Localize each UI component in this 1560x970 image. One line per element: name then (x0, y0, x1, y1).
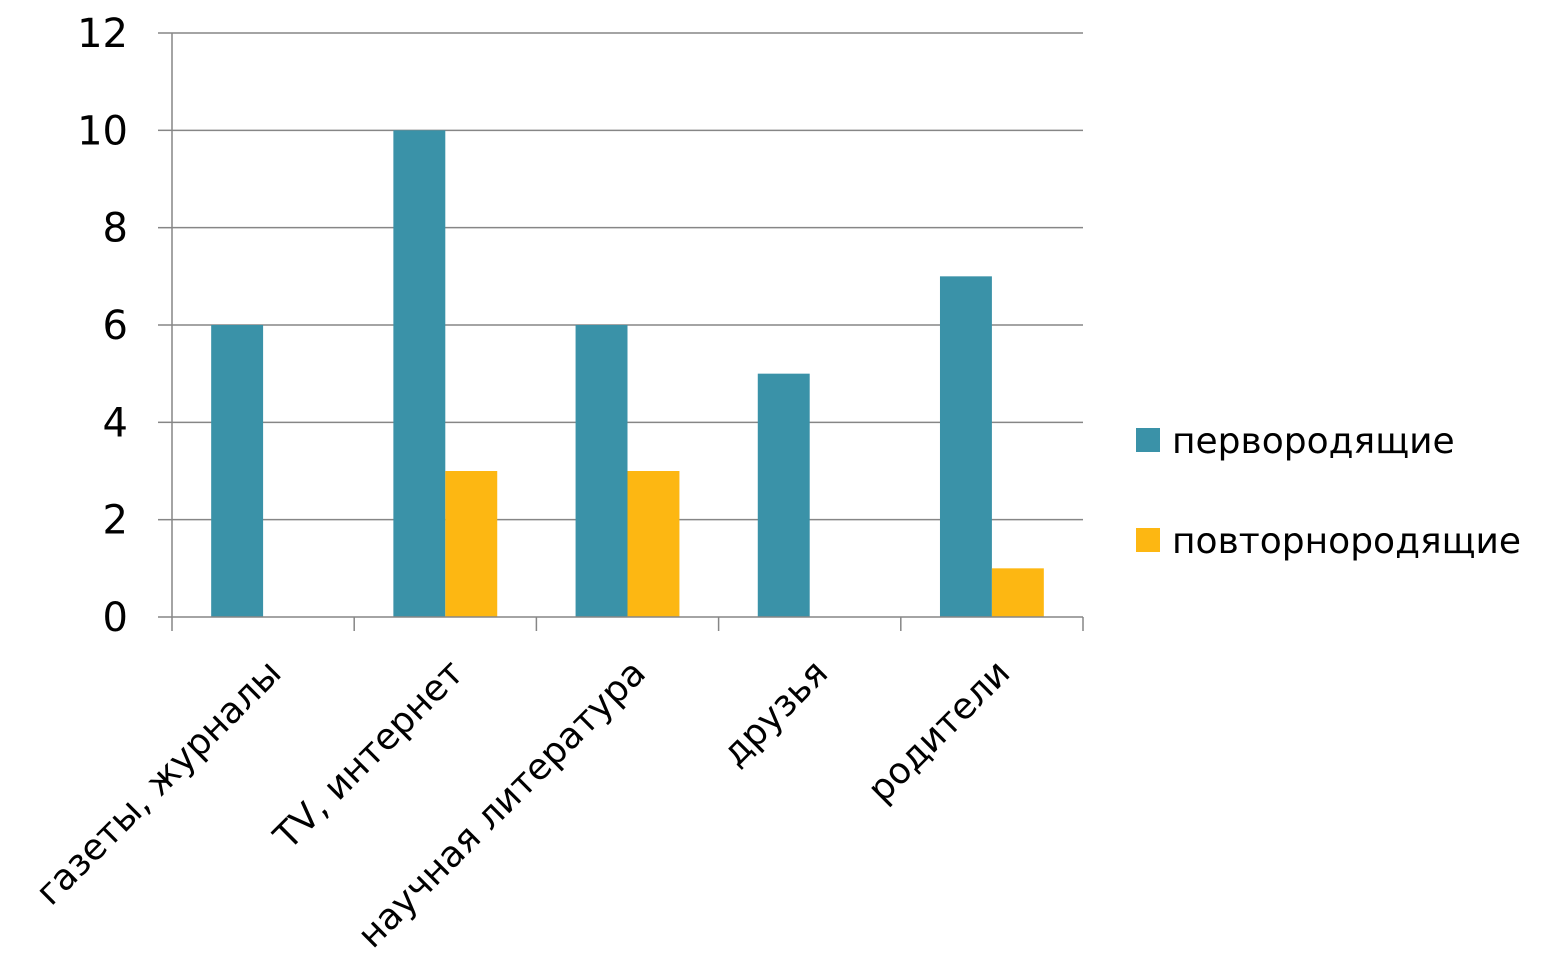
bars (211, 130, 1044, 618)
x-category-label: научная литература (350, 652, 654, 956)
y-tick-labels: 0 2 4 6 8 10 12 (77, 11, 128, 641)
bar-series1 (393, 130, 446, 618)
y-tick-label: 10 (77, 108, 128, 154)
y-tick-label: 0 (103, 595, 128, 641)
bar-series2 (445, 471, 498, 617)
x-category-label: друзья (714, 652, 836, 774)
x-category-label: газеты, журналы (28, 652, 289, 913)
y-tick-label: 12 (77, 11, 128, 57)
x-category-label: TV, интернет (266, 652, 472, 858)
bar-series1 (211, 325, 264, 617)
x-category-label: родители (860, 652, 1018, 810)
bar-series2 (991, 568, 1044, 617)
y-tick-label: 2 (103, 498, 128, 544)
legend-swatch (1136, 528, 1160, 552)
axes (158, 32, 1084, 631)
legend-label: первородящие (1172, 421, 1455, 462)
bar-series1 (939, 276, 992, 617)
y-tick-label: 6 (103, 303, 128, 349)
bar-series1 (575, 325, 628, 617)
legend-label: повторнородящие (1172, 521, 1521, 562)
legend-swatch (1136, 428, 1160, 452)
y-tick-label: 8 (103, 206, 128, 252)
bar-series2 (627, 471, 680, 617)
legend: первородящие повторнородящие (1136, 421, 1521, 562)
y-tick-label: 4 (103, 400, 128, 446)
bar-series1 (757, 373, 810, 617)
